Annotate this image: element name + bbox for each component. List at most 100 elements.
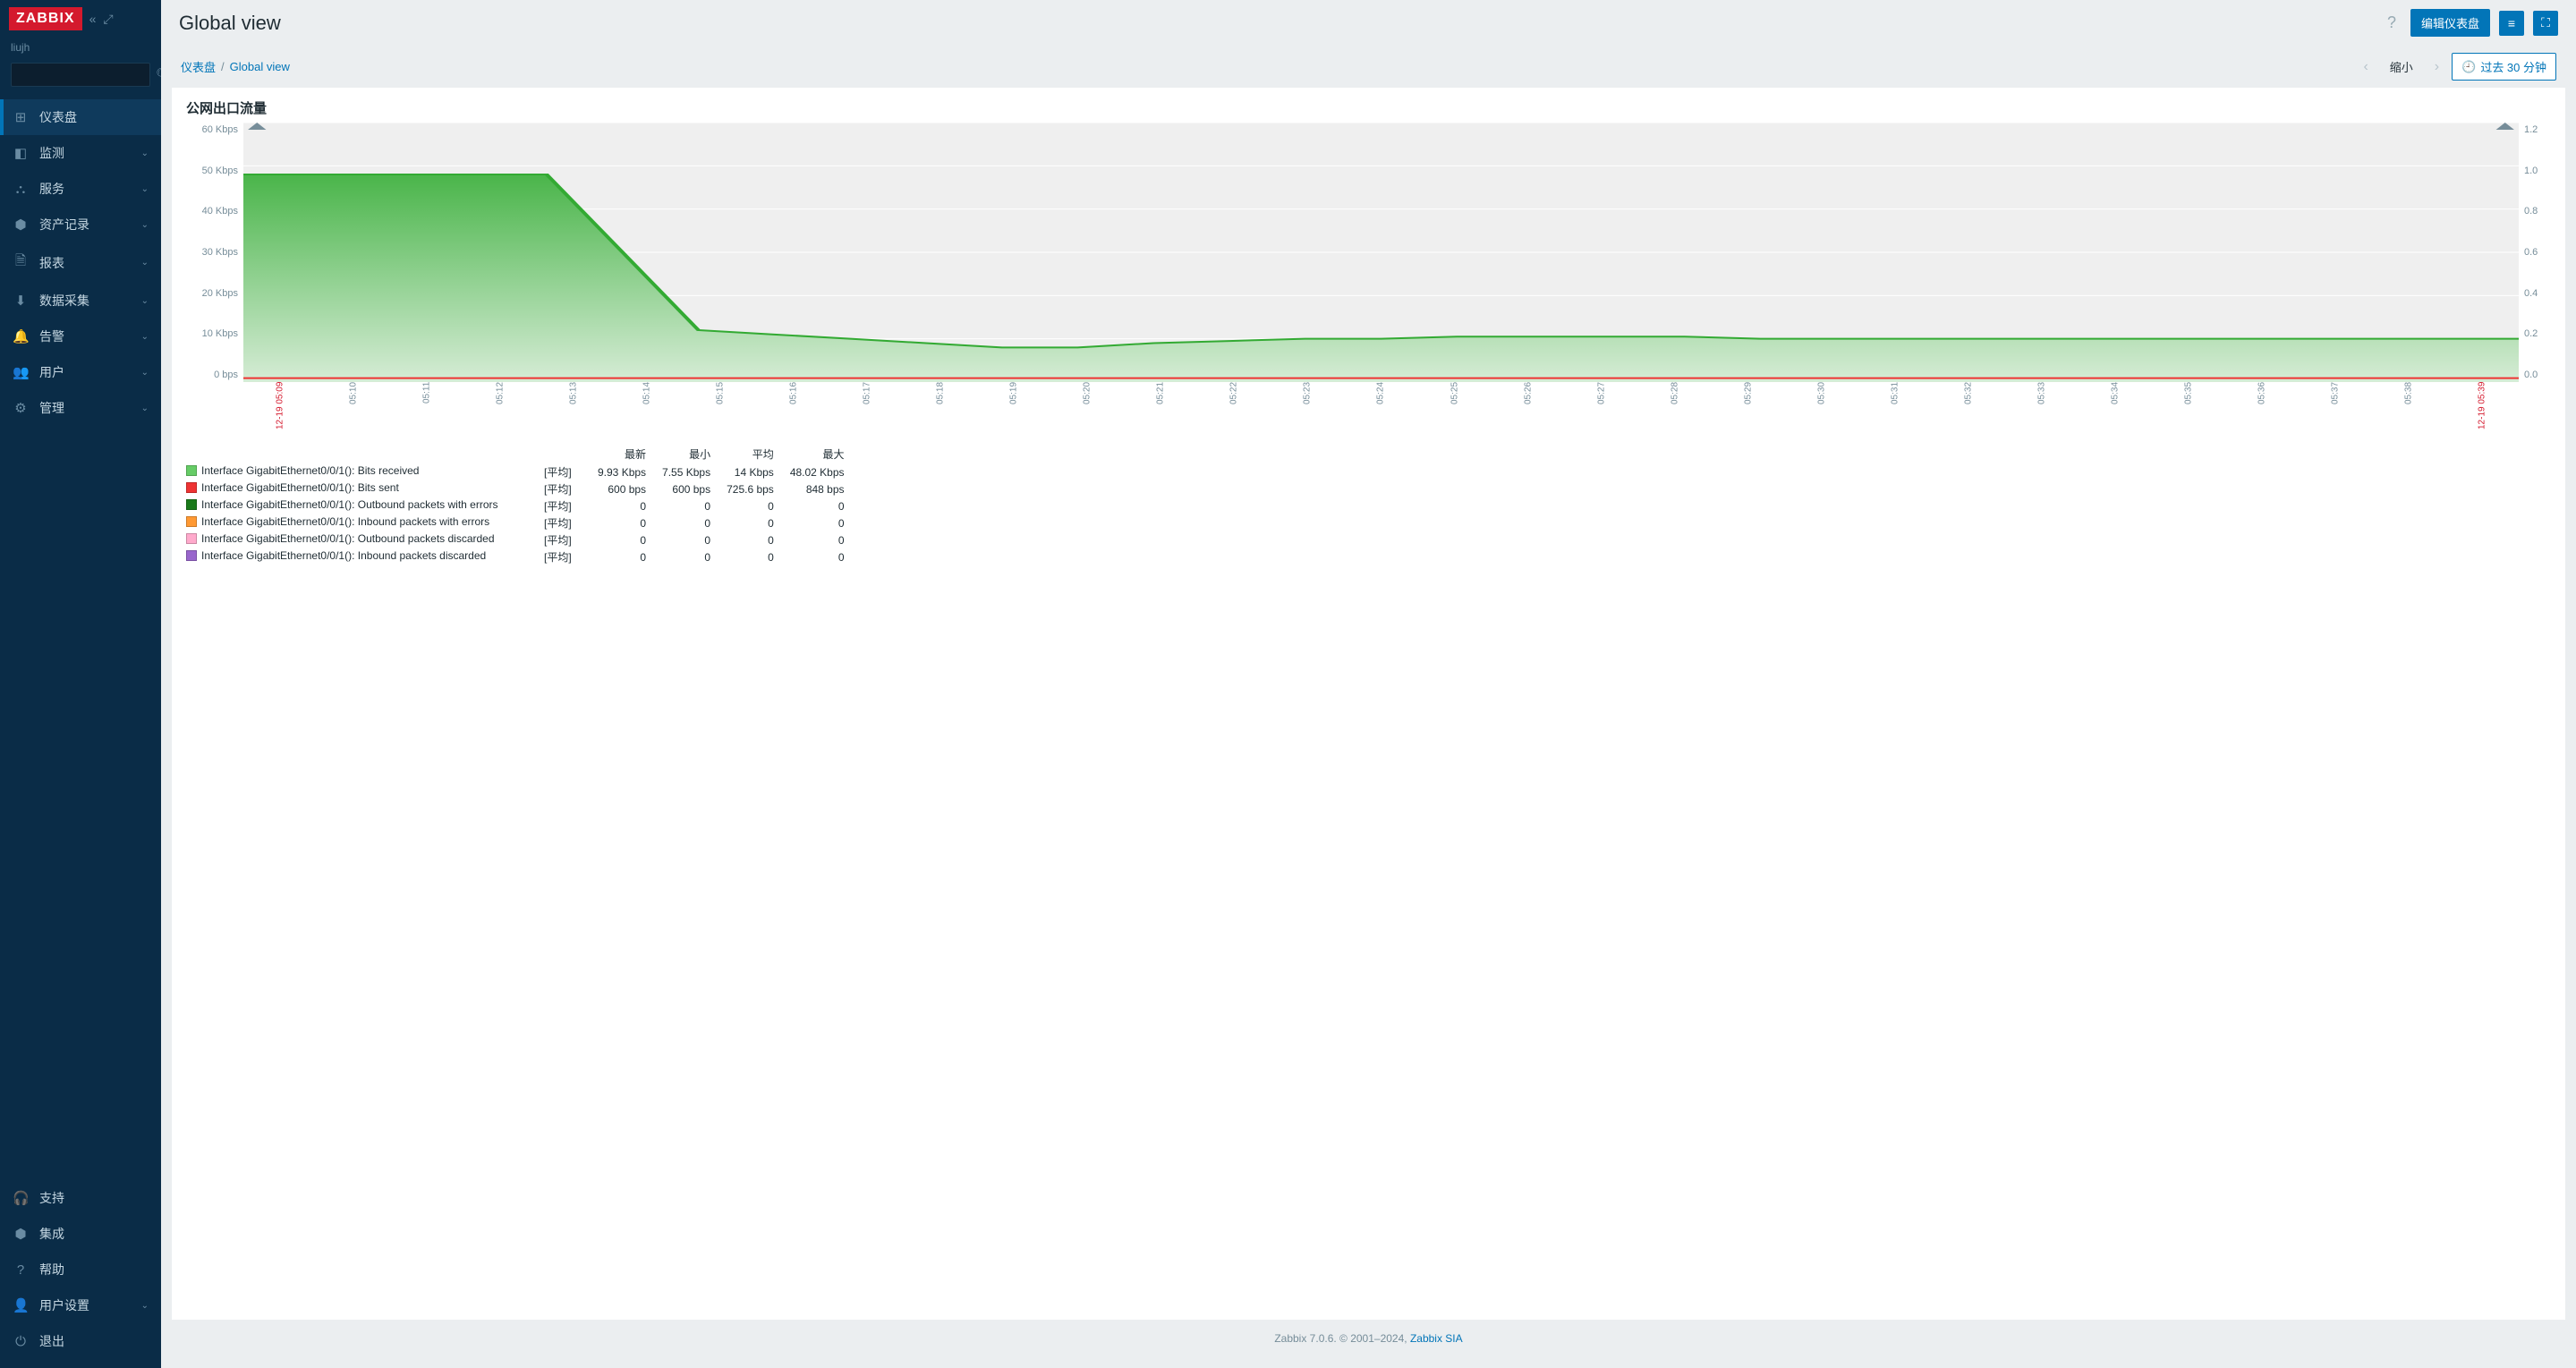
legend-min: 0 [662,514,727,531]
x-tick-label: 05:21 [1124,382,1197,434]
fullscreen-button[interactable]: ⛶ [2533,11,2558,36]
logo[interactable]: ZABBIX [9,7,82,30]
main: Global view ? 编辑仪表盘 ≡ ⛶ 仪表盘 / Global vie… [161,0,2576,1368]
nav-item-3[interactable]: 👤用户设置⌄ [0,1287,161,1323]
legend-agg: [平均] [544,514,598,531]
legend-avg: 0 [727,514,790,531]
sidebar-collapse-icon[interactable]: « [89,12,97,27]
y-tick-label: 20 Kbps [202,288,238,299]
nav-label: 仪表盘 [39,108,77,126]
legend-avg: 14 Kbps [727,463,790,480]
chart-zone: 60 Kbps50 Kbps40 Kbps30 Kbps20 Kbps10 Kb… [186,123,2551,382]
legend-table: 最新 最小 平均 最大 Interface GigabitEthernet0/0… [186,445,2551,565]
legend-avg: 0 [727,531,790,548]
chart-plot[interactable] [243,123,2519,382]
nav-item-0[interactable]: 🎧支持 [0,1180,161,1216]
sidebar-popout-icon[interactable]: ⤢ [103,12,113,27]
nav-item-4[interactable]: ⏻ 退出 [0,1323,161,1359]
x-tick-label: 05:12 [463,382,537,434]
legend-swatch [186,482,197,493]
nav-icon: 🗎 [13,251,29,274]
nav-item-7[interactable]: 👥用户⌄ [0,354,161,390]
nav-icon: 🎧 [13,1190,29,1206]
legend-latest: 0 [598,514,662,531]
x-tick-label: 05:34 [2079,382,2152,434]
dashboard-menu-button[interactable]: ≡ [2499,11,2524,36]
nav-label: 数据采集 [39,292,89,310]
breadcrumb-current[interactable]: Global view [230,60,290,73]
chevron-down-icon: ⌄ [141,404,149,413]
legend-agg: [平均] [544,463,598,480]
time-next-button[interactable]: › [2427,55,2446,79]
legend-agg: [平均] [544,531,598,548]
nav-icon: 👤 [13,1297,29,1313]
nav-label: 管理 [39,399,64,417]
y2-tick-label: 1.0 [2524,166,2538,176]
x-tick-label: 05:32 [1932,382,2005,434]
x-tick-label: 05:29 [1712,382,1785,434]
nav-icon: ⏻ [13,1334,29,1349]
x-tick-label: 05:30 [1785,382,1858,434]
search-input[interactable] [17,69,156,81]
legend-header-latest: 最新 [598,445,662,463]
nav-label: 报表 [39,254,64,272]
x-axis-ticks: 12-19 05:0905:1005:1105:1205:1305:1405:1… [243,382,2519,434]
footer-link[interactable]: Zabbix SIA [1410,1332,1463,1345]
y2-tick-label: 1.2 [2524,124,2538,135]
chart-svg [243,123,2519,382]
zoom-out-button[interactable]: 缩小 [2381,58,2422,75]
edit-dashboard-button[interactable]: 编辑仪表盘 [2410,9,2490,37]
chevron-down-icon: ⌄ [141,184,149,194]
chevron-down-icon: ⌄ [141,332,149,342]
legend-name: Interface GigabitEthernet0/0/1(): Outbou… [186,531,544,546]
legend-min: 600 bps [662,480,727,497]
nav-label: 集成 [39,1225,64,1243]
nav-item-5[interactable]: ⬇数据采集⌄ [0,283,161,319]
nav-icon: ⬢ [13,217,29,233]
x-tick-label: 05:24 [1344,382,1417,434]
legend-header-min: 最小 [662,445,727,463]
nav-item-4[interactable]: 🗎报表⌄ [0,242,161,283]
legend-row: Interface GigabitEthernet0/0/1(): Bits r… [186,463,861,480]
y-tick-label: 60 Kbps [202,124,238,135]
x-tick-label: 12-19 05:39 [2445,382,2519,434]
chevron-down-icon: ⌄ [141,296,149,306]
nav-label: 退出 [39,1332,64,1350]
nav-icon: ⛬ [13,182,29,197]
legend-max: 48.02 Kbps [790,463,861,480]
y-axis-right: 1.21.00.80.60.40.20.0 [2519,123,2551,382]
nav-item-2[interactable]: ⛬服务⌄ [0,171,161,207]
nav-item-2[interactable]: ?帮助 [0,1252,161,1287]
time-range-button[interactable]: 🕘 过去 30 分钟 [2452,53,2556,81]
nav-icon: 🔔 [13,328,29,344]
nav-label: 资产记录 [39,216,89,234]
search-box[interactable]: 🔍︎ [11,63,150,87]
time-prev-button[interactable]: ‹ [2356,55,2375,79]
nav-item-1[interactable]: ⬢ 集成 [0,1216,161,1252]
x-tick-label: 05:13 [537,382,610,434]
nav-icon: ⬢ [13,1226,29,1242]
legend-latest: 600 bps [598,480,662,497]
y2-tick-label: 0.6 [2524,247,2538,258]
x-tick-label: 05:36 [2225,382,2299,434]
legend-name: Interface GigabitEthernet0/0/1(): Inboun… [186,548,544,563]
nav-item-1[interactable]: ◧监测⌄ [0,135,161,171]
nav-bottom: 🎧支持 ⬢ 集成 ?帮助👤用户设置⌄ ⏻ 退出 [0,1180,161,1368]
legend-max: 0 [790,514,861,531]
footer-text: Zabbix 7.0.6. © 2001–2024, [1274,1332,1410,1345]
help-icon[interactable]: ? [2387,13,2396,32]
legend-name: Interface GigabitEthernet0/0/1(): Outbou… [186,497,544,512]
y-tick-label: 30 Kbps [202,247,238,258]
x-tick-label: 05:16 [757,382,830,434]
nav-item-0[interactable]: ⊞仪表盘 [0,99,161,135]
legend-swatch [186,533,197,544]
legend-avg: 0 [727,497,790,514]
nav-item-3[interactable]: ⬢资产记录⌄ [0,207,161,242]
x-tick-label: 05:18 [904,382,977,434]
nav-item-8[interactable]: ⚙管理⌄ [0,390,161,426]
y-axis-left: 60 Kbps50 Kbps40 Kbps30 Kbps20 Kbps10 Kb… [186,123,243,382]
legend-latest: 0 [598,497,662,514]
breadcrumb-root[interactable]: 仪表盘 [181,58,216,75]
nav-item-6[interactable]: 🔔告警⌄ [0,319,161,354]
legend-agg: [平均] [544,548,598,565]
